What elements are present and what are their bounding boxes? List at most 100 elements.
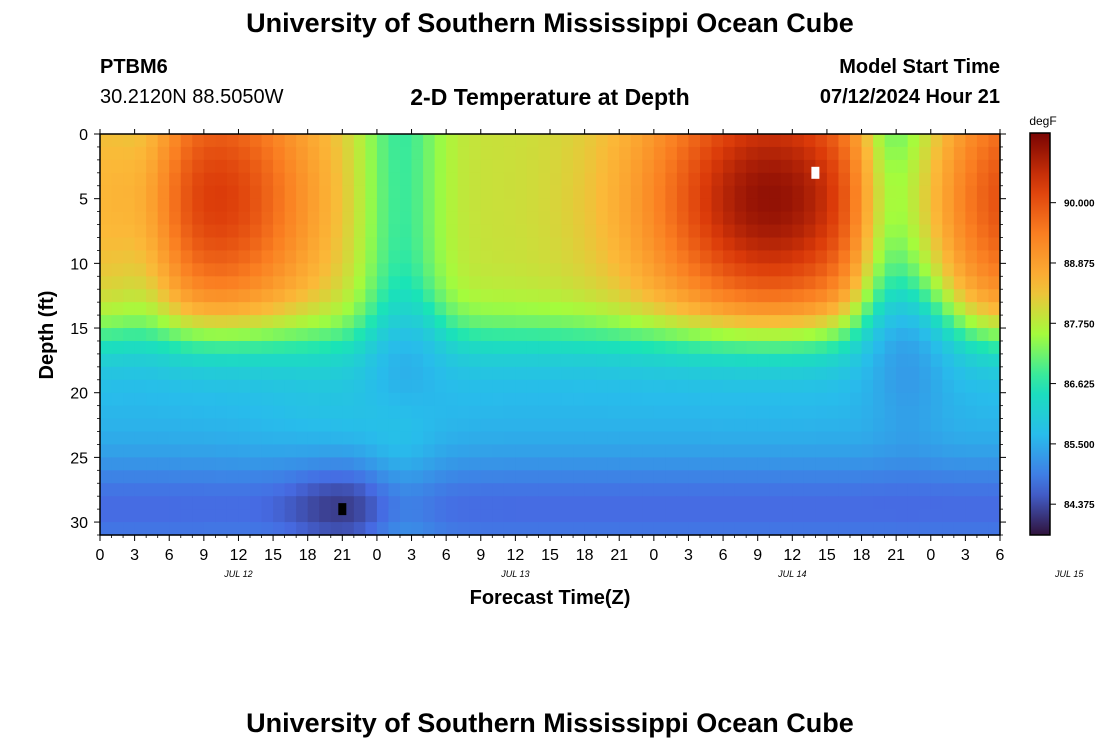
heatmap-cell [273, 185, 286, 200]
heatmap-cell [769, 392, 782, 407]
heatmap-cell [919, 483, 932, 497]
heatmap-cell [215, 250, 228, 264]
heatmap-cell [988, 315, 1001, 329]
heatmap-cell [653, 185, 666, 200]
heatmap-cell [792, 496, 805, 510]
heatmap-cell [238, 522, 251, 536]
heatmap-cell [711, 405, 724, 420]
heatmap-cell [884, 405, 897, 420]
heatmap-cell [134, 198, 147, 213]
heatmap-cell [180, 172, 193, 187]
heatmap-cell [238, 172, 251, 187]
heatmap-cell [550, 185, 563, 200]
heatmap-cell [642, 302, 655, 316]
heatmap-cell [492, 379, 505, 394]
heatmap-cell [353, 159, 366, 174]
heatmap-cell [873, 224, 886, 239]
heatmap-cell [261, 366, 274, 381]
heatmap-cell [526, 134, 540, 148]
heatmap-cell [700, 444, 713, 458]
heatmap-cell [907, 328, 920, 342]
heatmap-cell [250, 315, 263, 329]
heatmap-cell [884, 522, 897, 536]
heatmap-cell [100, 146, 113, 161]
heatmap-cell [930, 444, 943, 458]
heatmap-cell [815, 483, 828, 497]
heatmap-cell [157, 315, 170, 329]
heatmap-cell [942, 392, 955, 407]
heatmap-cell [503, 172, 516, 187]
heatmap-cell [630, 418, 643, 433]
heatmap-cell [653, 340, 666, 355]
heatmap-cell [976, 134, 990, 148]
heatmap-cell [434, 289, 447, 303]
heatmap-cell [919, 237, 932, 252]
heatmap-cell [976, 263, 990, 277]
heatmap-cell [861, 185, 874, 200]
heatmap-cell [596, 237, 609, 252]
heatmap-cell [676, 263, 690, 277]
heatmap-cell [861, 250, 874, 264]
heatmap-cell [203, 483, 216, 497]
heatmap-cell [734, 328, 747, 342]
y-tick-label: 20 [70, 386, 88, 403]
heatmap-cell [400, 198, 413, 213]
heatmap-cell [423, 392, 436, 407]
heatmap-cell [446, 328, 459, 342]
heatmap-cell [642, 340, 655, 355]
heatmap-cell [284, 328, 297, 342]
chart-subtitle: 2-D Temperature at Depth [410, 84, 690, 110]
heatmap-cell [665, 470, 678, 484]
heatmap-cell [965, 237, 978, 252]
heatmap-cell [953, 328, 966, 342]
heatmap-cell [850, 289, 863, 303]
heatmap-cell [596, 340, 609, 355]
heatmap-cell [757, 172, 770, 187]
heatmap-cell [850, 366, 863, 381]
heatmap-cell [538, 289, 551, 303]
heatmap-cell [976, 522, 990, 536]
heatmap-cell [365, 444, 378, 458]
heatmap-cell [330, 392, 343, 407]
heatmap-cell [688, 315, 701, 329]
heatmap-cell [665, 159, 678, 174]
heatmap-cell [100, 159, 113, 174]
heatmap-cell [342, 470, 355, 484]
heatmap-cell [111, 172, 124, 187]
heatmap-cell [538, 457, 551, 471]
heatmap-cell [192, 146, 205, 161]
heatmap-cell [261, 405, 274, 420]
heatmap-cell [469, 444, 482, 458]
heatmap-cell [203, 379, 216, 394]
heatmap-cell [307, 172, 320, 187]
heatmap-cell [192, 224, 205, 239]
heatmap-cell [826, 522, 840, 536]
heatmap-cell [965, 172, 978, 187]
heatmap-cell [884, 289, 897, 303]
heatmap-cell [480, 250, 493, 264]
heatmap-cell [319, 366, 332, 381]
heatmap-cell [734, 457, 747, 471]
heatmap-cell [919, 224, 932, 239]
heatmap-cell [446, 250, 459, 264]
heatmap-cell [815, 328, 828, 342]
heatmap-cell [307, 159, 320, 174]
heatmap-cell [307, 237, 320, 252]
heatmap-cell [169, 405, 182, 420]
heatmap-cell [319, 444, 332, 458]
heatmap-cell [861, 340, 874, 355]
heatmap-cell [596, 353, 609, 368]
heatmap-cell [676, 159, 690, 174]
heatmap-cell [988, 159, 1001, 174]
heatmap-cell [896, 353, 909, 368]
heatmap-cell [365, 224, 378, 239]
heatmap-cell [700, 159, 713, 174]
heatmap-cell [826, 340, 840, 355]
heatmap-cell [723, 340, 736, 355]
heatmap-cell [676, 483, 690, 497]
heatmap-cell [423, 302, 436, 316]
heatmap-cell [711, 185, 724, 200]
heatmap-cell [423, 224, 436, 239]
heatmap-cell [596, 315, 609, 329]
heatmap-cell [538, 302, 551, 316]
